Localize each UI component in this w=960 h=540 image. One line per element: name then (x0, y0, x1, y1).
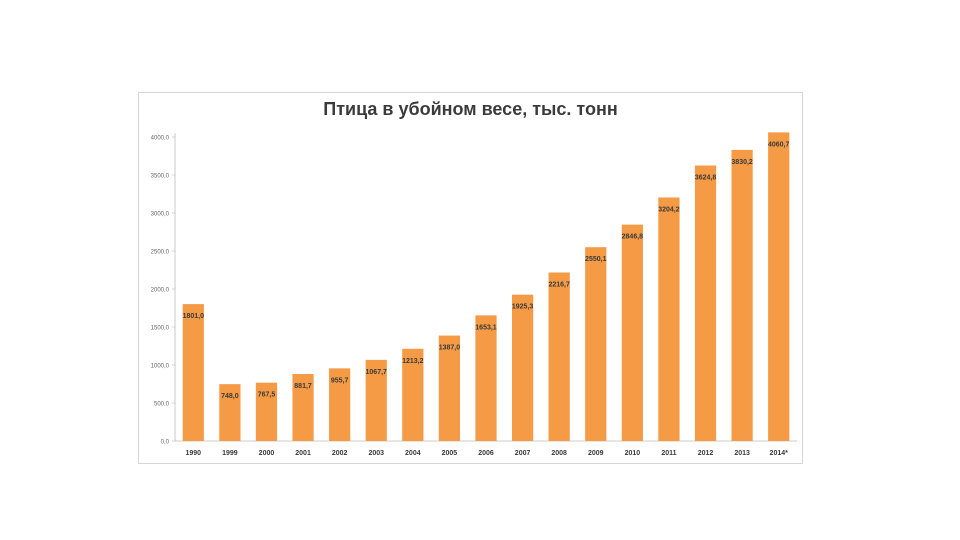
data-label: 3204,2 (658, 206, 680, 213)
data-label: 1801,0 (183, 313, 205, 320)
chart-frame: Птица в убойном весе, тыс. тонн 0,0 500,0… (138, 92, 803, 464)
x-tick-label: 2004 (405, 450, 421, 457)
x-tick-label: 2009 (588, 450, 604, 457)
data-label: 1653,1 (475, 324, 497, 331)
y-tick-label: 3500,0 (151, 174, 170, 180)
bar (731, 149, 753, 442)
chart-title: Птица в убойном весе, тыс. тонн (323, 99, 618, 119)
bar (585, 247, 607, 441)
data-label: 2216,7 (548, 282, 570, 289)
x-tick-label: 2012 (698, 450, 714, 457)
bar (402, 348, 424, 441)
bar (475, 315, 497, 441)
data-label: 2550,1 (585, 256, 607, 263)
data-label: 1213,2 (402, 358, 424, 365)
x-tick-label: 1999 (222, 450, 238, 457)
bar (621, 224, 643, 441)
bar (219, 384, 241, 441)
bar (182, 304, 204, 441)
data-label: 1925,3 (512, 304, 534, 311)
y-tick-label: 4000,0 (151, 136, 170, 142)
x-tick-label: 2008 (551, 450, 567, 457)
data-label: 3624,8 (695, 175, 717, 182)
x-tick-label: 2007 (515, 450, 531, 457)
x-tick-label: 2005 (442, 450, 458, 457)
x-tick-label: 2001 (295, 450, 311, 457)
x-tick-label: 2010 (625, 450, 641, 457)
y-tick-label: 3000,0 (151, 212, 170, 218)
data-label: 748,0 (221, 393, 239, 400)
x-tick-label: 2013 (734, 450, 750, 457)
x-tick-label: 2011 (661, 450, 676, 457)
x-tick-label: 2000 (259, 450, 275, 457)
x-tick-label: 2002 (332, 450, 348, 457)
y-tick-label: 2000,0 (151, 288, 170, 294)
data-label: 767,5 (258, 392, 276, 399)
data-label: 3830,2 (731, 159, 753, 166)
data-label: 4060,7 (768, 141, 790, 148)
bar (694, 165, 717, 441)
y-tick-label: 1500,0 (151, 326, 170, 332)
bar (255, 382, 278, 441)
bar (292, 373, 314, 441)
x-tick-label: 2006 (478, 450, 494, 457)
bar (365, 359, 387, 441)
bar (511, 294, 534, 441)
data-label: 1387,0 (439, 345, 461, 352)
bar (768, 132, 790, 442)
y-tick-label: 2500,0 (151, 250, 170, 256)
data-label: 955,7 (331, 377, 349, 384)
data-label: 881,7 (294, 383, 312, 390)
x-tick-label: 2014* (770, 450, 789, 457)
y-tick-label: 500,0 (154, 402, 170, 408)
bar (658, 197, 680, 441)
bar-chart: 0,0 500,0 1000,0 1500,0 2000,0 2500,0 3000,0 35… (151, 132, 797, 457)
data-label: 2846,8 (622, 234, 644, 241)
y-tick-label: 1000,0 (151, 364, 170, 370)
bar (548, 272, 570, 441)
y-tick-label: 0,0 (161, 440, 170, 446)
x-tick-label: 2003 (368, 450, 384, 457)
bar (438, 335, 461, 441)
data-label: 1067,7 (366, 369, 388, 376)
x-tick-label: 1990 (186, 450, 202, 457)
bar (329, 368, 351, 441)
